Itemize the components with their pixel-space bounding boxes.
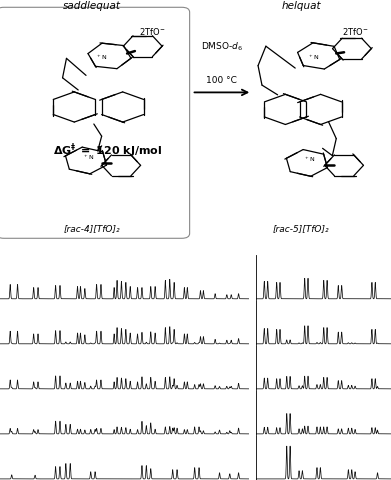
Text: helquat: helquat xyxy=(281,1,321,11)
Text: 2TfO$^{-}$: 2TfO$^{-}$ xyxy=(139,25,165,36)
Text: [rac-4][TfO]₂: [rac-4][TfO]₂ xyxy=(64,225,120,233)
Text: $^+$N: $^+$N xyxy=(83,153,94,162)
Text: $^+$N: $^+$N xyxy=(96,53,108,62)
Text: $^+$N: $^+$N xyxy=(308,53,320,62)
Text: $\mathbf{\Delta G^{\ddagger}\ =\ 120\ kJ/mol}$: $\mathbf{\Delta G^{\ddagger}\ =\ 120\ kJ… xyxy=(53,142,162,160)
FancyBboxPatch shape xyxy=(0,7,190,238)
Text: $^+$N: $^+$N xyxy=(303,156,315,164)
Text: [rac-5][TfO]₂: [rac-5][TfO]₂ xyxy=(273,225,329,233)
Text: saddlequat: saddlequat xyxy=(63,1,121,11)
Text: 2TfO$^{-}$: 2TfO$^{-}$ xyxy=(342,25,368,36)
Text: DMSO-$d_6$: DMSO-$d_6$ xyxy=(201,41,243,53)
Text: 100 °C: 100 °C xyxy=(206,76,237,85)
